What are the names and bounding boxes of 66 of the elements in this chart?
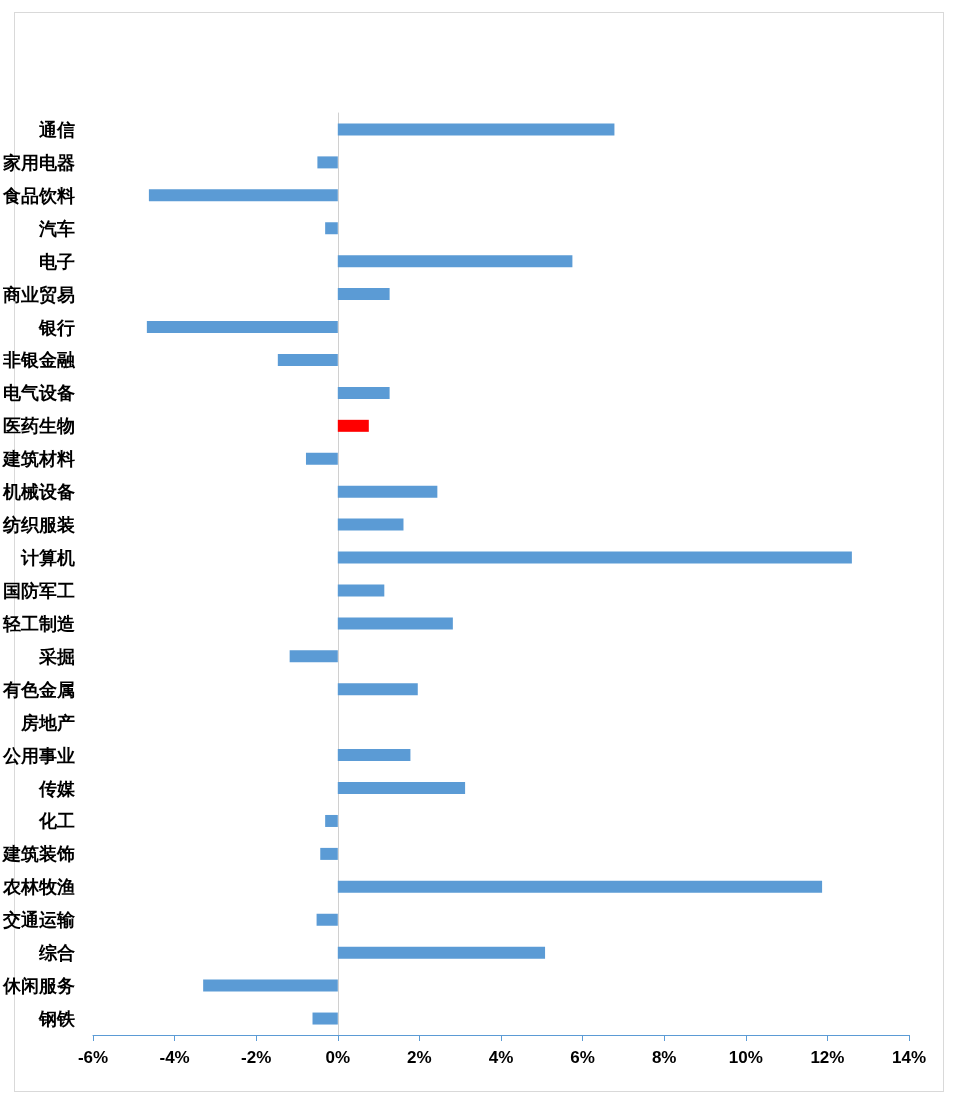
y-tick-label: 汽车	[38, 217, 75, 239]
y-tick-label: 交通运输	[2, 909, 76, 931]
y-tick-label: 传媒	[38, 777, 76, 799]
bar	[146, 321, 338, 334]
y-tick-label: 农林牧渔	[2, 876, 75, 898]
bar	[337, 749, 411, 762]
y-tick-label: 有色金属	[2, 678, 75, 700]
y-tick-label: 机械设备	[2, 481, 75, 503]
y-tick-label: 商业贸易	[2, 283, 75, 305]
x-tick-label: 12%	[810, 1048, 845, 1067]
bar	[337, 255, 573, 268]
y-tick-label: 电气设备	[3, 382, 75, 404]
bar	[277, 353, 338, 366]
bar	[337, 551, 852, 564]
y-tick-label: 建筑装饰	[1, 843, 75, 865]
x-tick-label: 14%	[891, 1048, 927, 1067]
bar	[337, 880, 823, 893]
x-tick-label: 2%	[407, 1048, 432, 1067]
y-tick-label: 电子	[39, 250, 75, 272]
y-tick-label: 综合	[38, 942, 75, 964]
bar	[312, 1012, 338, 1025]
bar	[316, 913, 338, 926]
y-tick-label: 钢铁	[38, 1008, 76, 1030]
bar	[337, 584, 385, 597]
bar	[337, 518, 404, 531]
bar	[337, 288, 390, 301]
bar	[325, 814, 338, 827]
bar	[337, 946, 546, 959]
bar	[337, 617, 453, 630]
y-tick-label: 国防军工	[3, 579, 75, 601]
bar	[148, 189, 338, 202]
bar	[337, 123, 615, 136]
x-tick-label: 0%	[325, 1048, 351, 1067]
bar	[337, 386, 390, 399]
y-tick-label: 家用电器	[2, 151, 75, 173]
x-tick-label: 6%	[570, 1048, 595, 1067]
y-tick-label: 医药生物	[3, 415, 75, 437]
bar	[325, 222, 338, 235]
bar	[337, 683, 418, 696]
x-tick-label: -6%	[77, 1048, 109, 1067]
y-tick-label: 食品饮料	[2, 184, 75, 206]
bar	[337, 782, 466, 795]
bar	[337, 419, 369, 432]
y-tick-label: 公用事业	[2, 744, 75, 766]
y-tick-label: 通信	[38, 118, 75, 140]
y-tick-label: 非银金融	[2, 349, 76, 371]
bar	[320, 847, 338, 860]
x-tick-label: -2%	[241, 1048, 272, 1067]
y-tick-label: 纺织服装	[2, 514, 75, 536]
bar	[203, 979, 338, 992]
y-tick-label: 房地产	[20, 711, 75, 733]
y-tick-label: 银行	[38, 316, 75, 338]
x-tick-label: 10%	[728, 1048, 763, 1067]
y-tick-label: 建筑材料	[1, 448, 75, 470]
y-tick-label: 休闲服务	[2, 975, 75, 997]
y-tick-label: 轻工制造	[2, 612, 75, 634]
bar	[317, 156, 338, 169]
y-tick-label: 采掘	[38, 645, 75, 667]
bar	[337, 485, 438, 498]
y-tick-label: 计算机	[20, 547, 75, 569]
x-tick-label: 4%	[488, 1048, 514, 1067]
x-tick-label: 8%	[651, 1048, 677, 1067]
bar	[305, 452, 338, 465]
x-tick-label: -4%	[159, 1048, 190, 1067]
bar	[289, 650, 338, 663]
y-tick-label: 化工	[38, 810, 75, 832]
